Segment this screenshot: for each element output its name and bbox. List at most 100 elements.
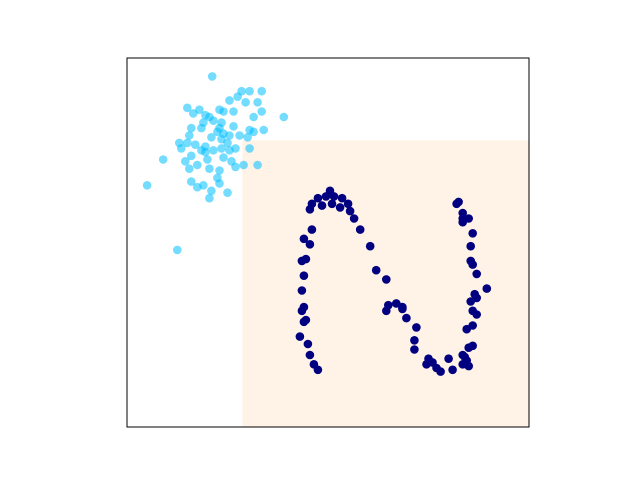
data-point <box>355 225 365 234</box>
data-point <box>207 133 216 142</box>
data-point <box>239 160 248 170</box>
data-point <box>382 306 391 316</box>
data-point <box>337 193 347 203</box>
data-point <box>436 367 445 376</box>
data-point <box>187 177 196 186</box>
data-point <box>142 181 152 190</box>
data-point <box>207 72 217 81</box>
data-point <box>245 144 254 153</box>
data-point <box>297 286 307 295</box>
data-point <box>412 323 421 332</box>
data-point <box>191 140 200 149</box>
series-2 <box>295 186 492 376</box>
data-point <box>257 107 267 116</box>
data-point <box>329 192 339 201</box>
data-point <box>229 122 238 131</box>
data-point <box>183 138 192 148</box>
data-point <box>279 112 289 122</box>
data-point <box>257 86 267 96</box>
data-point <box>183 103 192 113</box>
data-point <box>468 260 478 269</box>
data-point <box>343 199 353 209</box>
data-point <box>223 138 232 148</box>
data-point <box>259 125 269 135</box>
plot-area <box>126 57 530 428</box>
data-point <box>327 199 337 209</box>
data-point <box>209 146 218 155</box>
data-point <box>299 271 309 281</box>
data-point <box>201 147 210 157</box>
data-point <box>297 306 307 316</box>
data-point <box>313 193 323 203</box>
data-point <box>241 98 250 107</box>
data-point <box>458 217 468 227</box>
data-point <box>365 241 375 251</box>
data-point <box>223 188 232 197</box>
data-point <box>245 86 254 96</box>
data-point <box>215 166 224 175</box>
data-point <box>448 365 457 375</box>
data-point <box>219 153 228 162</box>
data-point <box>305 350 315 360</box>
data-point <box>231 162 240 172</box>
data-point <box>371 265 381 275</box>
data-point <box>187 123 196 133</box>
data-point <box>402 313 411 323</box>
plot-frame <box>126 57 530 428</box>
data-point <box>229 107 238 116</box>
series-1 <box>142 72 289 255</box>
data-point <box>185 164 194 173</box>
data-point <box>317 201 327 210</box>
data-point <box>225 146 234 155</box>
data-point <box>185 131 194 140</box>
data-point <box>482 284 492 293</box>
data-point <box>466 241 476 251</box>
data-point <box>468 321 478 330</box>
data-point <box>299 234 309 244</box>
data-point <box>297 256 307 266</box>
data-point <box>472 269 482 279</box>
data-point <box>349 214 359 223</box>
data-point <box>295 332 305 341</box>
data-point <box>177 144 186 153</box>
data-point <box>468 229 478 238</box>
data-point <box>193 182 202 192</box>
data-point <box>207 186 216 196</box>
data-point <box>345 206 355 216</box>
data-point <box>410 345 419 354</box>
data-point <box>468 306 478 316</box>
data-point <box>158 155 168 164</box>
data-point <box>197 123 206 133</box>
data-point <box>173 245 182 255</box>
data-point <box>313 365 323 375</box>
data-point <box>470 289 480 299</box>
data-point <box>249 127 258 137</box>
data-point <box>193 160 202 170</box>
data-point <box>458 208 468 218</box>
data-point <box>303 339 313 349</box>
data-point <box>253 98 262 107</box>
data-point <box>217 144 226 153</box>
data-point <box>189 109 198 118</box>
data-point <box>181 157 190 166</box>
data-point <box>305 205 315 214</box>
data-point <box>205 164 214 173</box>
data-point <box>321 192 331 201</box>
data-point <box>233 92 242 101</box>
data-point <box>307 225 317 234</box>
data-point <box>398 304 407 314</box>
data-point <box>225 96 234 105</box>
data-point <box>444 354 453 364</box>
data-point <box>209 116 218 125</box>
data-point <box>215 179 224 188</box>
data-point <box>205 193 214 203</box>
data-point <box>203 155 212 164</box>
data-point <box>243 133 252 142</box>
data-point <box>249 112 258 122</box>
data-point <box>225 131 234 140</box>
data-point <box>468 341 478 351</box>
data-point <box>219 107 228 116</box>
data-point <box>462 356 472 365</box>
data-point <box>410 336 419 345</box>
